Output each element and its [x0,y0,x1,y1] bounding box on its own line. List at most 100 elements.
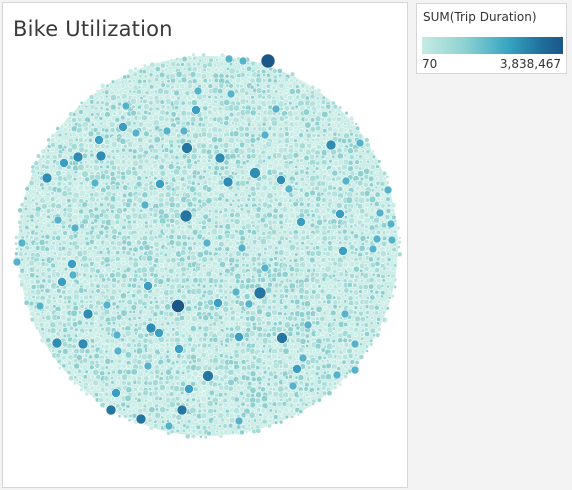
bubble [256,104,263,111]
bubble [376,326,382,332]
bubble [120,174,127,181]
bubble [309,241,314,246]
bubble [180,333,186,339]
bubble [261,174,268,181]
bubble [89,320,95,326]
bubble [68,375,74,382]
bubble [287,239,293,244]
bubble [312,263,317,268]
bubble [365,310,370,315]
bubble-chart[interactable] [3,3,407,487]
bubble [273,256,278,261]
bubble [152,212,159,218]
bubble [359,185,366,191]
bubble [28,259,35,267]
bubble [138,158,145,165]
bubble [110,288,118,296]
bubble [197,325,203,331]
bubble [60,313,68,321]
bubble [136,175,143,181]
bubble [82,111,88,117]
bubble [310,212,316,218]
bubble [72,233,79,239]
bubble [164,180,170,186]
bubble [132,121,137,126]
bubble [55,223,60,228]
bubble [385,196,391,202]
bubble [72,208,80,215]
bubble [240,401,246,407]
bubble [201,293,206,299]
bubble [206,217,212,223]
bubble [238,125,245,132]
bubble [317,300,322,305]
bubble [63,139,67,144]
bubble [313,207,321,214]
bubble [332,104,338,110]
bubble [93,262,100,269]
bubble [283,105,290,112]
bubble [354,159,360,165]
bubble [143,243,151,251]
bubble [127,68,134,75]
bubble [316,386,321,392]
bubble [320,123,326,128]
bubble [278,293,285,300]
bubble [338,240,343,245]
bubble [331,349,336,354]
bubble [325,337,331,343]
bubble [180,375,185,380]
bubble [261,231,267,236]
bubble [197,78,202,83]
bubble [17,273,23,279]
bubble [261,349,266,354]
bubble [136,379,142,386]
bubble [251,376,257,382]
legend-min-label: 70 [422,57,438,71]
bubble [256,252,262,258]
bubble [23,196,28,201]
bubble [299,201,305,207]
bubble [363,327,369,332]
bubble [380,187,385,192]
bubble [105,276,112,283]
bubble [354,247,359,252]
bubble [391,214,397,220]
bubble [44,246,50,252]
bubble [325,207,331,213]
bubble [311,401,316,406]
bubble [165,338,170,343]
bubble [321,266,326,272]
bubble [207,109,213,115]
bubble [233,192,239,198]
bubble [152,422,159,429]
bubble [62,235,67,240]
bubble [223,272,229,278]
bubble-highlight [375,208,385,218]
bubble [99,402,106,409]
bubble [320,240,326,246]
bubble [124,394,132,402]
bubble [305,306,310,311]
bubble [137,136,144,143]
bubble [240,341,247,348]
chart-title: Bike Utilization [13,17,173,41]
bubble [363,174,370,180]
bubble [78,189,86,197]
color-legend[interactable]: SUM(Trip Duration) 70 3,838,467 [416,3,567,74]
bubble [354,191,359,197]
bubble [277,355,282,360]
bubble [273,159,279,165]
bubble [88,239,95,245]
bubble [297,120,304,127]
bubble [143,262,148,267]
bubble [144,165,149,170]
bubble [162,227,170,235]
bubble [35,191,40,196]
bubble [131,239,137,245]
bubble [141,114,148,121]
bubble [110,94,118,102]
bubble [159,363,166,370]
bubble [376,277,383,284]
bubble [263,246,268,252]
